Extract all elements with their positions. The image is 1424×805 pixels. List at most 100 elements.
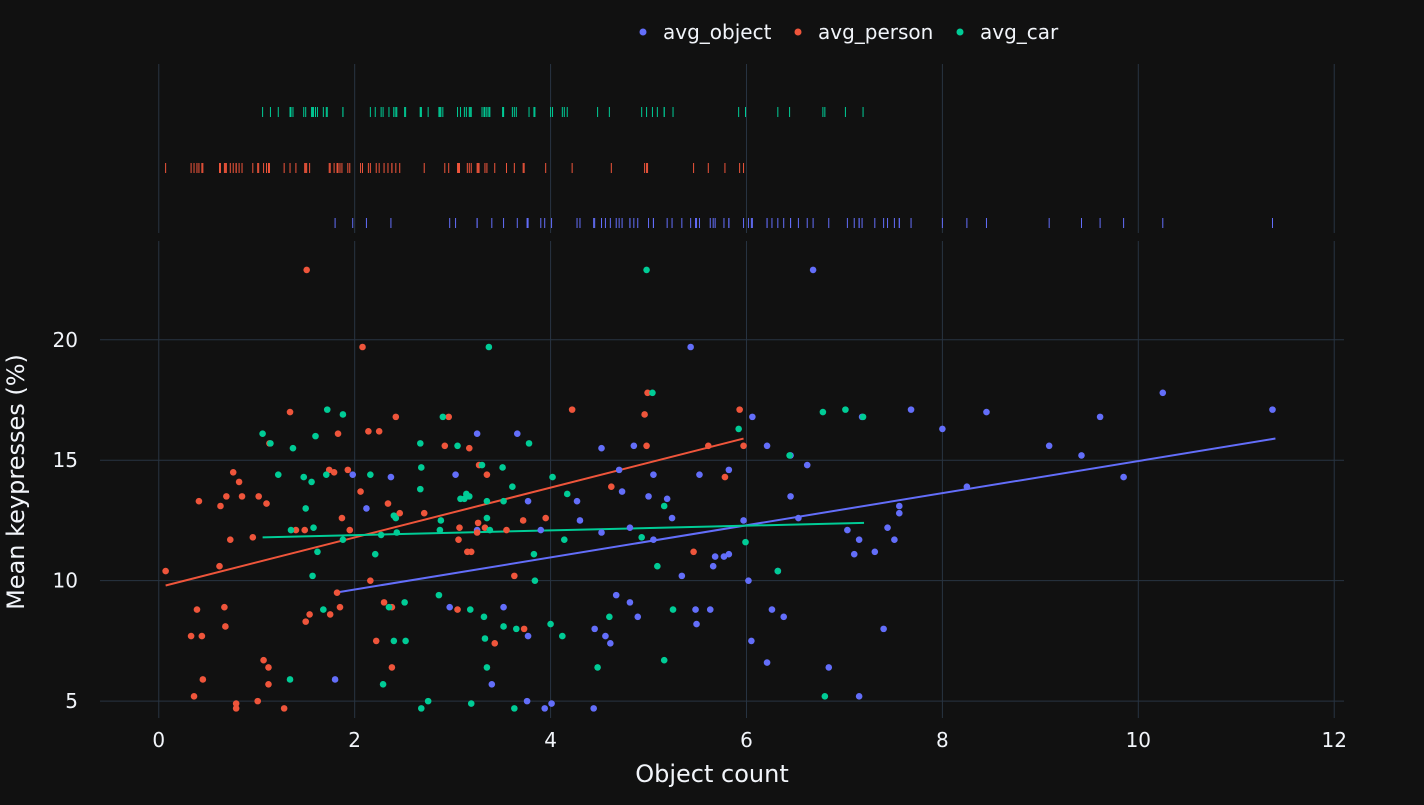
legend-item[interactable]: avg_car: [956, 20, 1060, 44]
legend-item[interactable]: avg_object: [639, 20, 772, 44]
scatter-point: [907, 406, 915, 413]
trendline: [262, 521, 865, 539]
scatter-point: [249, 534, 257, 541]
scatter-point: [371, 550, 379, 558]
scatter-point: [720, 553, 728, 560]
scatter-point: [513, 430, 521, 438]
scatter-point: [417, 705, 425, 712]
scatter-point: [547, 620, 554, 628]
scatter-point: [455, 536, 462, 544]
scatter-point: [480, 613, 488, 621]
x-tick-label: 8: [936, 728, 949, 752]
scatter-point: [303, 266, 310, 274]
scatter-point: [819, 408, 827, 416]
scatter-point: [787, 493, 794, 500]
scatter-point: [349, 471, 357, 478]
scatter-point: [503, 526, 510, 534]
scatter-point: [474, 519, 482, 527]
scatter-point: [336, 603, 344, 611]
scatter-point: [254, 697, 262, 705]
scatter-point: [359, 343, 366, 351]
scatter-point: [392, 413, 400, 421]
scatter-point: [232, 705, 240, 712]
scatter-point: [559, 632, 566, 640]
scatter-point: [763, 442, 771, 450]
scatter-point: [735, 425, 742, 433]
scatter-point: [706, 606, 714, 613]
scatter-point: [286, 676, 294, 683]
scatter-point: [650, 471, 657, 478]
scatter-point: [289, 444, 297, 452]
scatter-point: [287, 526, 295, 534]
scatter-point: [384, 500, 392, 507]
legend-label: avg_person: [818, 20, 933, 44]
scatter-point: [523, 697, 531, 705]
scatter-point: [736, 406, 743, 413]
scatter-point: [485, 343, 493, 351]
scatter-point: [641, 411, 648, 418]
scatter-point: [322, 471, 330, 478]
scatter-point: [330, 468, 338, 476]
scatter-point: [749, 413, 756, 421]
scatter-point: [524, 632, 532, 640]
scatter-point: [483, 471, 491, 478]
legend-item[interactable]: avg_person: [794, 20, 934, 44]
scatter-point: [786, 452, 793, 459]
scatter-point: [488, 680, 496, 688]
scatter-point: [645, 493, 652, 500]
scatter-point: [229, 468, 237, 476]
scatter-point: [238, 493, 246, 500]
scatter-point: [286, 408, 294, 416]
scatter-point: [891, 536, 898, 544]
scatter-point: [390, 637, 398, 645]
scatter-point: [331, 676, 339, 683]
scatter-point: [365, 428, 372, 435]
scatter-point: [467, 700, 475, 707]
scatter-point: [542, 514, 549, 522]
scatter-point: [1120, 473, 1127, 481]
scatter-point: [803, 461, 811, 469]
scatter-point: [446, 603, 453, 611]
scatter-point: [363, 505, 370, 512]
scatter-point: [483, 664, 491, 671]
scatter-point: [1078, 452, 1085, 459]
scatter-point: [630, 442, 638, 450]
scatter-point: [162, 567, 169, 575]
scatter-point: [774, 567, 782, 575]
tick-labels: 0 2 4 6 8 10 12 5 10 15 20: [53, 328, 1347, 752]
scatter-point: [417, 485, 424, 493]
scatter-point: [549, 473, 556, 481]
scatter-point: [436, 526, 444, 534]
scatter-point: [478, 461, 486, 469]
scatter-point: [548, 700, 555, 707]
scatter-point: [481, 524, 489, 531]
scatter-point: [825, 664, 833, 671]
scatter-point: [235, 478, 243, 486]
legend[interactable]: avg_object avg_person avg_car: [639, 20, 1060, 44]
scatter-point: [334, 430, 342, 438]
scatter-point: [693, 620, 700, 628]
scatter-point: [530, 550, 538, 558]
scatter-point: [696, 471, 703, 478]
scatter-point: [531, 577, 539, 584]
scatter-point: [871, 548, 879, 556]
scatter-point: [280, 705, 288, 712]
scatter-point: [742, 538, 749, 546]
scatter-point: [344, 466, 352, 474]
scatter-point: [439, 413, 447, 421]
x-axis-title: Object count: [635, 760, 789, 788]
scatter-point: [424, 697, 432, 705]
scatter-point: [387, 473, 395, 481]
scatter-point: [721, 473, 729, 481]
scatter-point: [392, 514, 400, 522]
scatter-point: [644, 389, 651, 397]
scatter-point: [643, 442, 650, 450]
scatter-point: [638, 534, 645, 541]
scatter-point: [1096, 413, 1104, 421]
scatter-point: [402, 637, 409, 645]
scatter-point: [725, 466, 733, 474]
scatter-point: [643, 266, 650, 274]
scatter-point: [417, 440, 424, 447]
scatter-point: [500, 623, 507, 630]
scatter-point: [187, 632, 195, 640]
